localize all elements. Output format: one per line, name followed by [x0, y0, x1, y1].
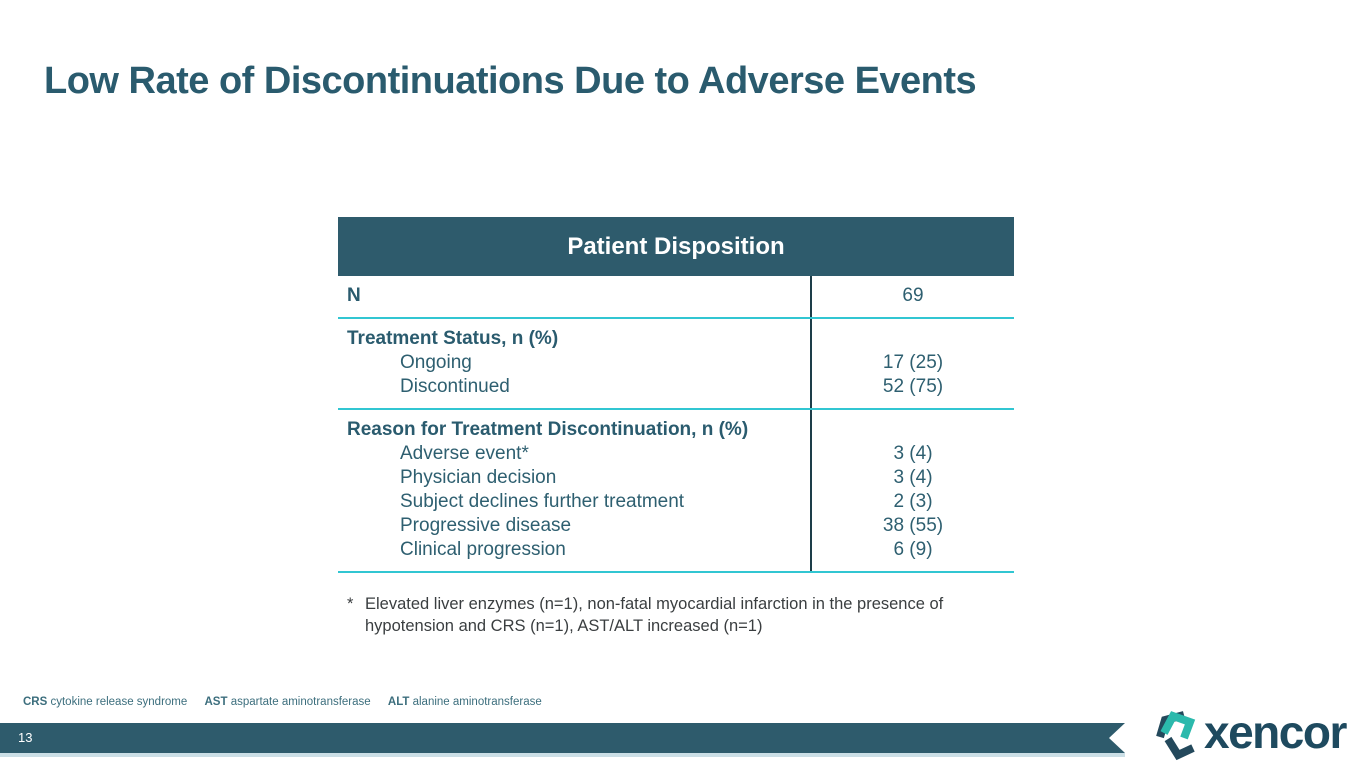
xencor-wordmark: xencor	[1204, 706, 1347, 758]
footnote: * Elevated liver enzymes (n=1), non-fata…	[347, 594, 987, 637]
row-label: Reason for Treatment Discontinuation, n …	[347, 419, 749, 440]
row-label: Discontinued	[400, 376, 510, 397]
table-row: Ongoing 17 (25)	[338, 351, 1014, 375]
abbreviation-alt: ALT alanine aminotransferase	[388, 696, 542, 708]
row-value: 69	[810, 276, 1014, 317]
abbreviation-crs: CRS cytokine release syndrome	[23, 696, 187, 708]
row-value: 2 (3)	[810, 490, 1014, 514]
row-value: 52 (75)	[810, 375, 1014, 408]
row-value: 6 (9)	[810, 538, 1014, 571]
table-row: Reason for Treatment Discontinuation, n …	[338, 410, 1014, 442]
row-label: Progressive disease	[400, 515, 572, 536]
row-value: 38 (55)	[810, 514, 1014, 538]
table-section-treatment-status: Treatment Status, n (%) Ongoing 17 (25) …	[338, 319, 1014, 410]
abbreviation-definition: cytokine release syndrome	[50, 696, 188, 708]
row-value: 3 (4)	[810, 466, 1014, 490]
xencor-logo-icon	[1156, 711, 1196, 761]
abbreviation-definition: aspartate aminotransferase	[230, 696, 371, 708]
xencor-logo: xencor	[1150, 703, 1347, 765]
row-label: Treatment Status, n (%)	[347, 328, 559, 349]
abbreviation-ast: AST aspartate aminotransferase	[204, 696, 370, 708]
row-value: 17 (25)	[810, 351, 1014, 375]
table-row: Subject declines further treatment 2 (3)	[338, 490, 1014, 514]
table-row: Clinical progression 6 (9)	[338, 538, 1014, 571]
table-row: Adverse event* 3 (4)	[338, 442, 1014, 466]
row-value	[810, 319, 1014, 351]
patient-disposition-table: Patient Disposition N 69 Treatment Statu…	[338, 217, 1014, 573]
row-label: Ongoing	[400, 352, 472, 373]
footer-strip	[0, 753, 1125, 757]
table-row: Physician decision 3 (4)	[338, 466, 1014, 490]
footnote-marker: *	[347, 595, 354, 613]
table-row: Discontinued 52 (75)	[338, 375, 1014, 408]
abbreviation-term: ALT	[387, 696, 410, 708]
row-label: N	[347, 285, 361, 306]
row-label: Clinical progression	[400, 539, 566, 560]
abbreviation-definition: alanine aminotransferase	[412, 696, 542, 708]
abbreviations-line: CRS cytokine release syndrome AST aspart…	[23, 696, 556, 708]
row-label: Subject declines further treatment	[400, 491, 685, 512]
table-section-n: N 69	[338, 276, 1014, 319]
abbreviation-term: CRS	[23, 696, 48, 708]
table-title: Patient Disposition	[338, 217, 1014, 276]
table-row: N 69	[338, 276, 1014, 317]
row-value	[810, 410, 1014, 442]
row-label: Physician decision	[400, 467, 557, 488]
footer-bar: 13	[0, 723, 1125, 753]
table-row: Progressive disease 38 (55)	[338, 514, 1014, 538]
abbreviation-term: AST	[204, 696, 228, 708]
table-row: Treatment Status, n (%)	[338, 319, 1014, 351]
page-title: Low Rate of Discontinuations Due to Adve…	[44, 60, 977, 102]
row-label: Adverse event*	[400, 443, 529, 464]
row-value: 3 (4)	[810, 442, 1014, 466]
table-section-discontinuation-reason: Reason for Treatment Discontinuation, n …	[338, 410, 1014, 573]
page-number: 13	[18, 730, 33, 745]
footnote-text: Elevated liver enzymes (n=1), non-fatal …	[365, 595, 944, 635]
